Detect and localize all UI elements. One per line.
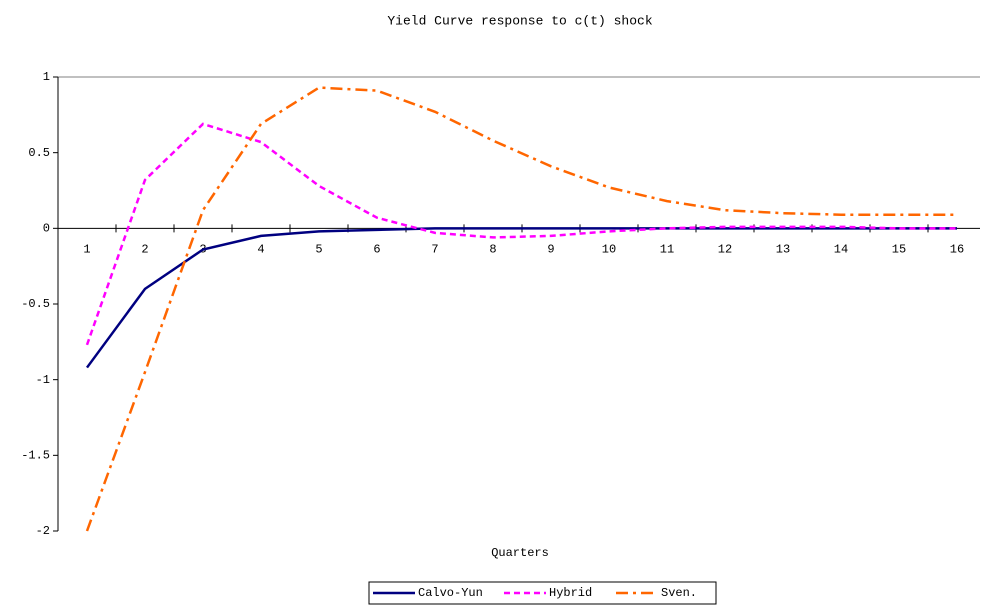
legend-box: [368, 581, 717, 605]
x-tick-label: 5: [315, 243, 322, 257]
x-tick-label: 6: [373, 243, 380, 257]
y-tick-label: 0: [43, 222, 50, 236]
x-tick-label: 15: [892, 243, 906, 257]
chart-title: Yield Curve response to c(t) shock: [387, 13, 652, 28]
series-line: [85, 122, 957, 346]
x-tick-label: 7: [431, 243, 438, 257]
x-tick-label: 8: [489, 243, 496, 257]
x-tick-label: 10: [602, 243, 616, 257]
x-axis-label: Quarters: [491, 546, 549, 560]
y-tick-label: 1: [43, 70, 50, 84]
legend-label: Calvo-Yun: [418, 586, 483, 600]
x-tick-label: 1: [83, 243, 90, 257]
y-tick-label: -0.5: [21, 297, 50, 311]
x-tick-label: 2: [141, 243, 148, 257]
y-tick-label: -2: [36, 524, 50, 538]
series-line: [85, 86, 957, 532]
x-tick-label: 4: [257, 243, 264, 257]
x-tick-label: 11: [660, 243, 674, 257]
y-tick-label: -1.5: [21, 449, 50, 463]
x-tick-label: 16: [950, 243, 964, 257]
series-line: [85, 227, 957, 369]
y-tick-label: -1: [36, 373, 50, 387]
legend-label: Sven.: [661, 586, 697, 600]
legend-label: Hybrid: [549, 586, 592, 600]
y-tick-label: 0.5: [28, 146, 50, 160]
x-tick-label: 14: [834, 243, 848, 257]
x-tick-label: 13: [776, 243, 790, 257]
x-tick-label: 9: [547, 243, 554, 257]
x-tick-label: 12: [718, 243, 732, 257]
